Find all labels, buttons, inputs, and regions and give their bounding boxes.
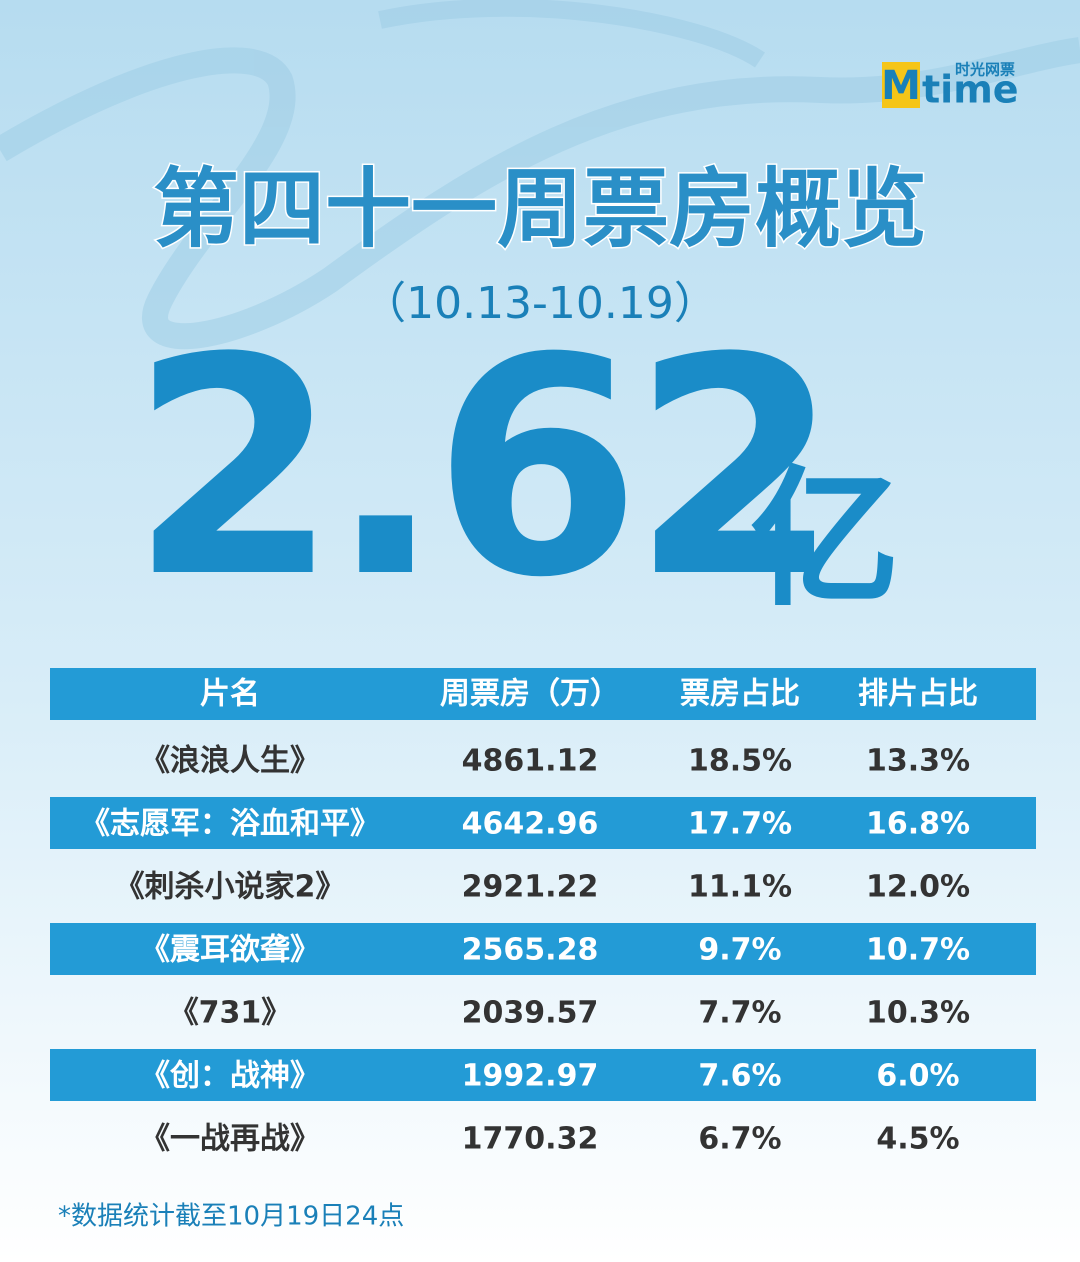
cell: 1770.32: [462, 1122, 599, 1157]
cell: 2039.57: [462, 996, 599, 1031]
total: 2.62: [130, 294, 830, 643]
row-band: [50, 797, 1036, 849]
film-name: 《浪浪人生》: [140, 744, 320, 779]
cell: 6.7%: [698, 1122, 781, 1157]
cell: 18.5%: [688, 744, 792, 779]
cell: 13.3%: [866, 744, 970, 779]
cell: 4861.12: [462, 744, 599, 779]
cell: 2921.22: [462, 870, 599, 905]
column-header: 周票房（万）: [440, 677, 620, 712]
logo-word: time: [922, 68, 1019, 112]
logo-mark: M: [881, 63, 921, 109]
cell: 17.7%: [688, 807, 792, 842]
cell: 12.0%: [866, 870, 970, 905]
cell: 4.5%: [876, 1122, 959, 1157]
footnote: *数据统计截至10月19日24点: [58, 1202, 404, 1232]
cell: 9.7%: [698, 933, 781, 968]
cell: 4642.96: [462, 807, 599, 842]
period: （10.13-10.19）: [362, 278, 718, 329]
film-name: 《创：战神》: [140, 1059, 320, 1094]
header-band: [50, 668, 1036, 720]
column-header: 排片占比: [858, 677, 978, 712]
logo: M time 时光网票: [881, 61, 1018, 112]
logo-badge: [882, 62, 920, 108]
cell: 2565.28: [462, 933, 599, 968]
film-name: 《震耳欲聋》: [140, 933, 320, 968]
table: 片名 周票房（万） 票房占比 排片占比《浪浪人生》 4861.12 18.5% 13.3% 《…: [50, 668, 1036, 1157]
film-name: 《志愿军：浴血和平》: [80, 807, 380, 842]
film-name: 《731》: [169, 996, 292, 1031]
cell: 7.7%: [698, 996, 781, 1031]
cell: 7.6%: [698, 1059, 781, 1094]
total-unit: 亿: [750, 453, 900, 627]
cell: 10.7%: [866, 933, 970, 968]
cell: 16.8%: [866, 807, 970, 842]
cell: 6.0%: [876, 1059, 959, 1094]
film-name: 《一战再战》: [140, 1122, 320, 1157]
row-band: [50, 923, 1036, 975]
film-strip: [0, 0, 1080, 350]
film-name: 《刺杀小说家2》: [115, 870, 346, 905]
cell: 11.1%: [688, 870, 792, 905]
logo-tagline: 时光网票: [955, 61, 1015, 79]
column-header: 片名: [200, 677, 260, 712]
cell: 1992.97: [462, 1059, 599, 1094]
title: 第四十一周票房概览: [153, 159, 927, 259]
cell: 10.3%: [866, 996, 970, 1031]
row-band: [50, 1049, 1036, 1101]
column-header: 票房占比: [680, 677, 800, 712]
